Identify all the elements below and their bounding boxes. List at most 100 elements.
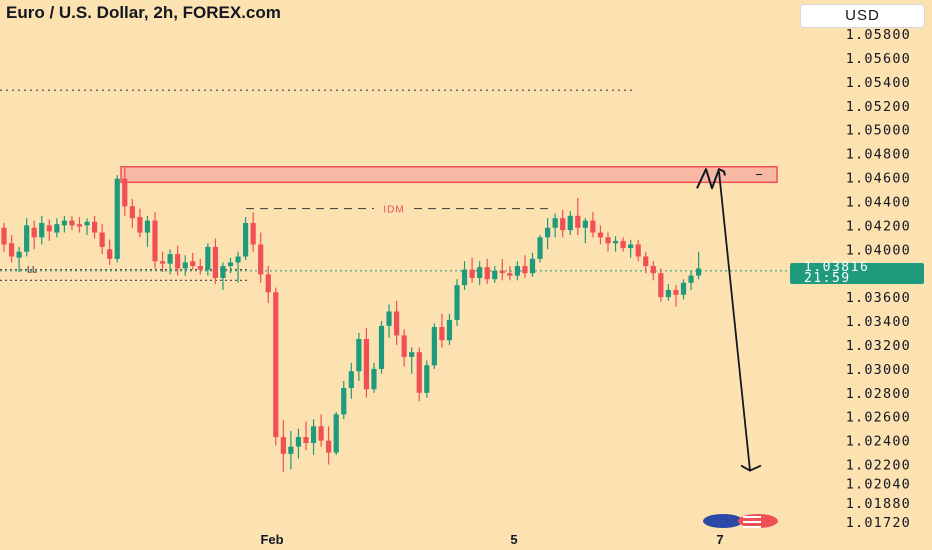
- candle-body: [39, 222, 45, 238]
- price-tick-label: 1.02040: [846, 477, 911, 493]
- candle-body: [635, 244, 641, 257]
- candle: [122, 167, 128, 216]
- candle: [529, 252, 536, 277]
- price-tick-label: 1.04200: [846, 218, 911, 234]
- candle-body: [137, 217, 143, 233]
- candle-body: [107, 249, 113, 259]
- chart-title: Euro / U.S. Dollar, 2h, FOREX.com: [6, 3, 281, 22]
- candle-body: [696, 268, 702, 276]
- time-tick-label: Feb: [260, 532, 283, 547]
- candle-body: [76, 224, 83, 227]
- candle: [114, 175, 120, 263]
- idm-label: IDM: [383, 205, 404, 216]
- candle: [560, 209, 566, 238]
- candle: [129, 199, 135, 228]
- candle-body: [197, 266, 203, 270]
- candle: [612, 236, 619, 252]
- candle: [182, 255, 188, 276]
- candle-body: [537, 237, 543, 259]
- candle: [159, 251, 166, 273]
- candle-body: [273, 292, 279, 438]
- bar-countdown: 21:59: [804, 270, 851, 286]
- candle-body: [303, 437, 309, 444]
- flag-icon: [703, 514, 778, 528]
- candle: [597, 225, 604, 245]
- candle: [167, 249, 173, 275]
- candle: [454, 279, 460, 326]
- time-axis[interactable]: Feb 5 7: [260, 532, 723, 547]
- candle: [61, 215, 67, 233]
- candle: [326, 426, 332, 465]
- candle-body: [280, 437, 286, 454]
- candle-body: [235, 256, 241, 263]
- candle: [469, 257, 475, 283]
- candle-body: [31, 227, 37, 238]
- candle: [235, 251, 241, 283]
- ll-label: LL: [27, 265, 37, 275]
- price-tick-label: 1.03400: [846, 314, 911, 330]
- candle: [620, 237, 626, 252]
- projection-drawing[interactable]: [696, 168, 762, 472]
- candle: [673, 285, 679, 307]
- candle: [24, 218, 30, 257]
- candle: [514, 261, 520, 281]
- candle: [552, 213, 558, 238]
- candle-body: [122, 178, 128, 207]
- candle: [628, 239, 634, 258]
- candle: [137, 208, 143, 238]
- candle: [280, 420, 286, 472]
- candle-body: [182, 262, 188, 269]
- candle: [424, 360, 430, 398]
- candle-body: [129, 206, 135, 219]
- candle-body: [8, 243, 15, 257]
- candle-body: [628, 244, 634, 249]
- candle-body: [394, 311, 400, 336]
- candle: [696, 251, 702, 280]
- candle-body: [250, 222, 256, 245]
- candle-body: [469, 269, 475, 278]
- candle-body: [665, 289, 671, 298]
- candle-body: [620, 240, 626, 249]
- candle: [16, 246, 22, 273]
- price-tick-label: 1.04000: [846, 242, 911, 258]
- price-tick-label: 1.05400: [846, 75, 911, 91]
- candle-body: [612, 240, 619, 244]
- candle: [190, 252, 196, 270]
- candle-body: [356, 339, 362, 372]
- price-tick-label: 1.04800: [846, 147, 911, 163]
- candle: [635, 239, 641, 262]
- price-axis[interactable]: 1.05800 1.05600 1.05400 1.05200 1.05000 1.048…: [846, 27, 911, 531]
- price-tick-label: 1.03000: [846, 362, 911, 378]
- candle-body: [212, 246, 218, 278]
- candle-body: [92, 221, 98, 233]
- candle: [688, 270, 694, 290]
- candle: [378, 321, 385, 374]
- currency-button[interactable]: USD: [800, 4, 925, 28]
- candle-body: [243, 222, 249, 257]
- candle: [537, 234, 543, 263]
- candle-body: [114, 178, 120, 259]
- candle: [439, 313, 445, 348]
- candle-body: [680, 282, 687, 295]
- candle: [265, 266, 271, 304]
- candle: [658, 268, 664, 302]
- candle: [416, 347, 422, 402]
- candle-body: [492, 270, 498, 280]
- candle: [363, 328, 369, 398]
- candle: [84, 218, 90, 235]
- candle: [220, 262, 226, 290]
- candle-body: [84, 221, 90, 226]
- idm-label-bg: [374, 203, 414, 214]
- supply-zone[interactable]: [120, 166, 778, 184]
- candle-body: [348, 371, 354, 389]
- candle-body: [220, 266, 226, 278]
- price-tick-label: 1.05600: [846, 51, 911, 67]
- candle: [507, 266, 513, 281]
- candle: [567, 211, 573, 235]
- candle: [492, 266, 498, 283]
- candle: [484, 258, 490, 284]
- candle-body: [310, 426, 317, 444]
- candle-body: [507, 273, 513, 276]
- candle-body: [590, 220, 596, 233]
